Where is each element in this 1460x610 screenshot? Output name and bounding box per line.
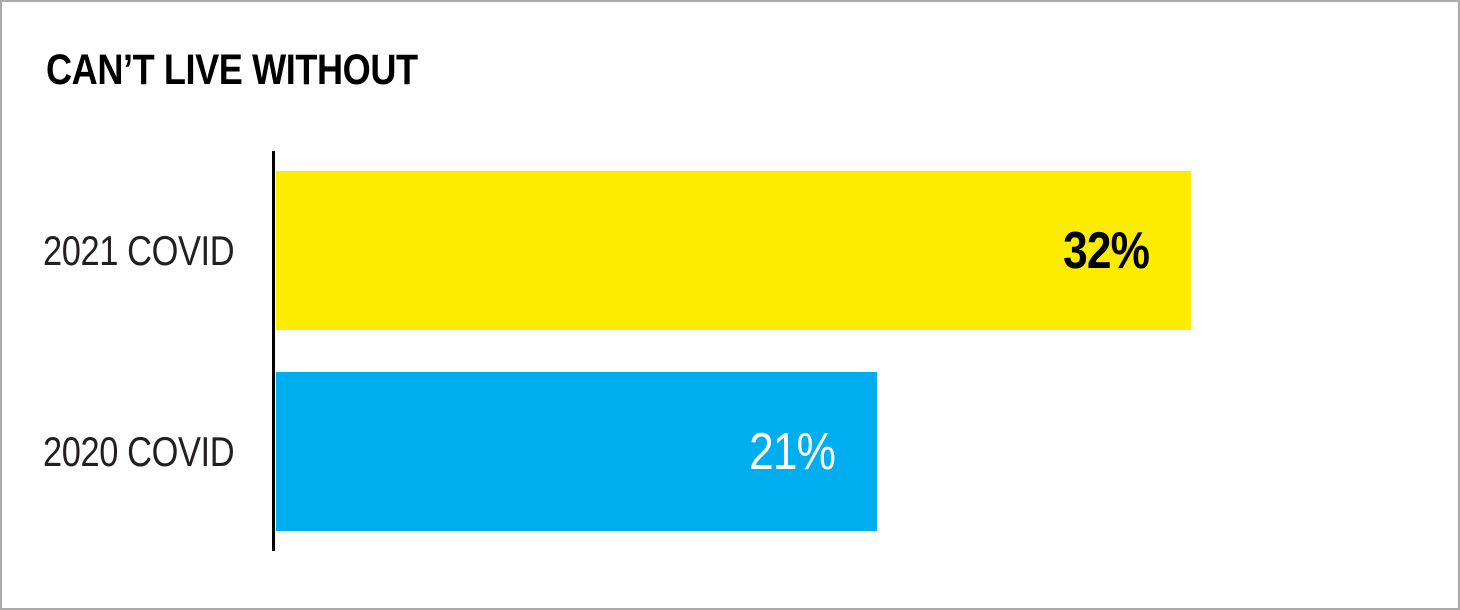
value-label-2021-covid: 32% (1063, 221, 1150, 280)
value-label-2020-covid: 21% (748, 422, 836, 481)
category-label-2021-covid: 2021 COVID (43, 171, 276, 330)
category-label-text: 2021 COVID (43, 226, 235, 274)
category-labels: 2021 COVID 2020 COVID (43, 151, 276, 551)
bar-2021-covid: 32% (276, 171, 1192, 330)
chart-title: CAN’T LIVE WITHOUT (46, 46, 418, 94)
plot-area: 32% 21% (272, 151, 1192, 551)
bar-2020-covid: 21% (276, 372, 877, 531)
category-label-2020-covid: 2020 COVID (43, 372, 276, 531)
category-label-text: 2020 COVID (43, 427, 235, 475)
